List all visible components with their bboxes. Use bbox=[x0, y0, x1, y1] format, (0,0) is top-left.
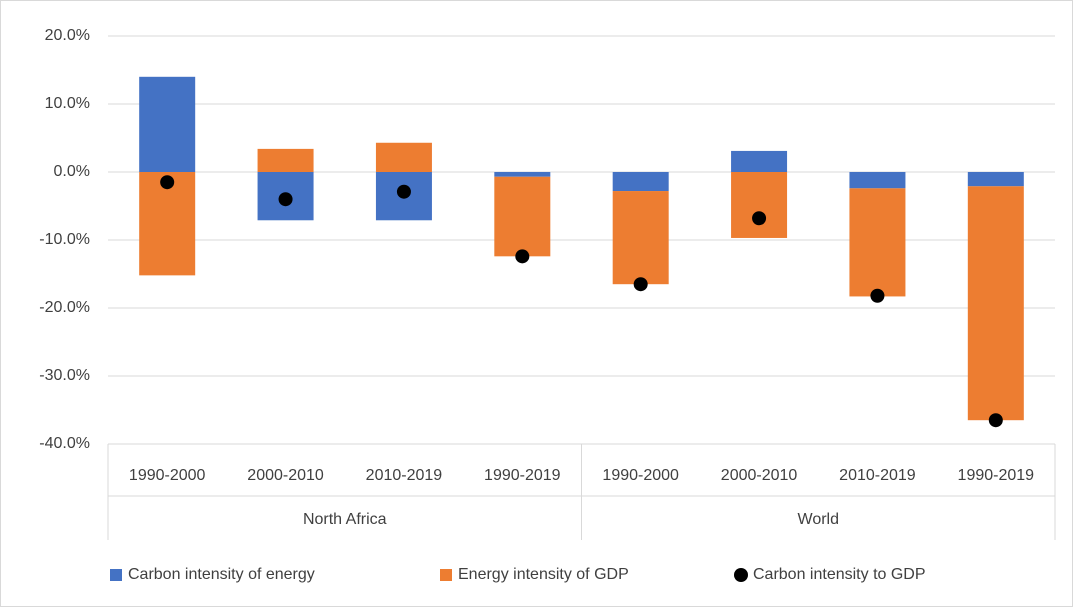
dot bbox=[396, 184, 411, 199]
dot bbox=[160, 175, 175, 190]
bar bbox=[139, 172, 196, 276]
dot bbox=[988, 413, 1003, 428]
y-tick-label: 10.0% bbox=[45, 95, 90, 112]
x-tick-label: 1990-2019 bbox=[484, 467, 561, 484]
legend-label: Carbon intensity to GDP bbox=[753, 566, 926, 583]
bar bbox=[257, 148, 314, 172]
bar bbox=[731, 172, 788, 238]
legend-label: Carbon intensity of energy bbox=[128, 566, 315, 583]
bar bbox=[139, 76, 196, 172]
bar bbox=[849, 188, 906, 297]
x-tick-label: 1990-2000 bbox=[602, 467, 679, 484]
x-tick-label: 2000-2010 bbox=[721, 467, 798, 484]
dot bbox=[278, 192, 293, 207]
dot bbox=[515, 249, 530, 264]
bar bbox=[494, 172, 551, 177]
bar bbox=[967, 186, 1024, 421]
bar bbox=[375, 142, 432, 172]
x-tick-label: 2010-2019 bbox=[839, 467, 916, 484]
y-tick-label: -10.0% bbox=[39, 231, 90, 248]
bar bbox=[494, 176, 551, 257]
x-tick-label: 2010-2019 bbox=[366, 467, 443, 484]
bar bbox=[967, 172, 1024, 187]
legend-swatch bbox=[440, 569, 452, 581]
x-tick-label: 1990-2000 bbox=[129, 467, 206, 484]
y-tick-label: -40.0% bbox=[39, 435, 90, 452]
bar bbox=[612, 191, 669, 285]
x-tick-label: 1990-2019 bbox=[958, 467, 1035, 484]
group-label: North Africa bbox=[303, 511, 387, 528]
y-tick-label: 0.0% bbox=[54, 163, 90, 180]
x-tick-label: 2000-2010 bbox=[247, 467, 324, 484]
bar bbox=[849, 172, 906, 189]
dot bbox=[633, 277, 648, 292]
bar bbox=[612, 172, 669, 192]
legend-swatch bbox=[734, 568, 748, 582]
legend-label: Energy intensity of GDP bbox=[458, 566, 629, 583]
legend-swatch bbox=[110, 569, 122, 581]
dot bbox=[870, 288, 885, 303]
y-tick-label: -30.0% bbox=[39, 367, 90, 384]
y-tick-label: -20.0% bbox=[39, 299, 90, 316]
bar bbox=[731, 150, 788, 172]
group-label: World bbox=[798, 511, 840, 528]
y-tick-label: 20.0% bbox=[45, 27, 90, 44]
dot bbox=[752, 211, 767, 226]
